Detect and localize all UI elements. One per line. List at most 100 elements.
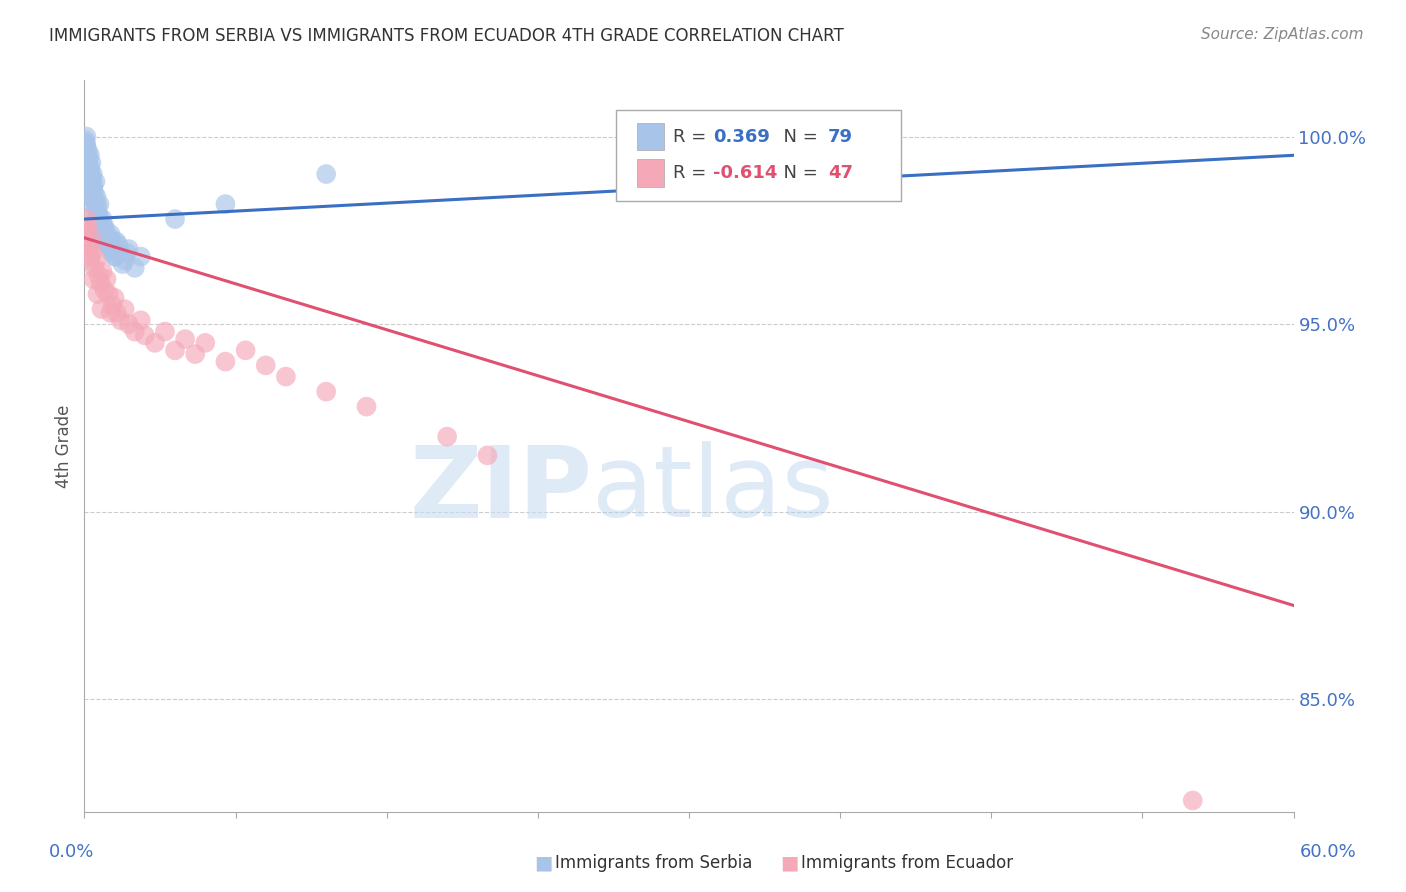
Point <box>96 238 118 252</box>
Point <box>82 245 104 260</box>
Text: ■: ■ <box>534 853 553 872</box>
Point <box>75 129 97 144</box>
Y-axis label: 4th Grade: 4th Grade <box>55 404 73 488</box>
Point <box>76 156 98 170</box>
Point <box>93 219 115 234</box>
Point <box>86 189 108 203</box>
Bar <box>637 160 664 187</box>
Point <box>165 212 187 227</box>
Text: R =: R = <box>673 128 713 145</box>
Point <box>124 260 146 275</box>
Point <box>91 231 114 245</box>
Point <box>77 167 100 181</box>
Point <box>77 145 100 159</box>
Point <box>77 238 100 252</box>
Point <box>103 235 125 249</box>
Point <box>76 163 98 178</box>
Point <box>82 197 104 211</box>
Point <box>174 332 197 346</box>
Point <box>105 306 128 320</box>
Point <box>214 354 236 368</box>
Point <box>87 268 110 283</box>
Point <box>194 335 217 350</box>
Point <box>80 189 103 203</box>
Point <box>87 208 110 222</box>
Point <box>118 242 141 256</box>
Point <box>75 145 97 159</box>
Point <box>129 313 152 327</box>
Point <box>91 219 114 234</box>
Point <box>115 245 138 260</box>
Point <box>86 201 108 215</box>
Point <box>107 238 129 252</box>
Point <box>124 325 146 339</box>
Point <box>80 175 103 189</box>
Point <box>79 178 101 193</box>
Text: 0.0%: 0.0% <box>49 843 94 861</box>
Point <box>90 223 112 237</box>
Point <box>82 186 104 200</box>
Point <box>165 343 187 358</box>
Point <box>77 160 100 174</box>
Point <box>1181 793 1204 807</box>
Point <box>93 235 115 249</box>
Point <box>87 219 110 234</box>
Point <box>83 194 105 208</box>
Point <box>77 152 100 166</box>
Point <box>82 182 104 196</box>
Point <box>84 212 107 227</box>
Text: 60.0%: 60.0% <box>1301 843 1357 861</box>
Point <box>93 227 115 241</box>
Point <box>101 298 124 312</box>
Point <box>93 283 115 297</box>
Point <box>104 291 127 305</box>
Point <box>75 133 97 147</box>
Point <box>79 148 101 162</box>
Text: R =: R = <box>673 164 713 182</box>
Point <box>80 156 103 170</box>
Point <box>82 182 104 196</box>
Point <box>214 197 236 211</box>
Point <box>82 272 104 286</box>
Point <box>76 148 98 162</box>
Point <box>79 253 101 268</box>
Point <box>104 250 127 264</box>
Point <box>80 170 103 185</box>
Point <box>254 359 277 373</box>
Point <box>82 178 104 193</box>
Text: 0.369: 0.369 <box>713 128 770 145</box>
Point <box>96 272 118 286</box>
Point <box>100 227 122 241</box>
Point <box>75 136 97 151</box>
Point <box>91 212 114 227</box>
Point <box>97 238 120 252</box>
Point <box>101 242 124 256</box>
Point <box>114 302 136 317</box>
Point <box>274 369 297 384</box>
Text: N =: N = <box>772 128 824 145</box>
Text: IMMIGRANTS FROM SERBIA VS IMMIGRANTS FROM ECUADOR 4TH GRADE CORRELATION CHART: IMMIGRANTS FROM SERBIA VS IMMIGRANTS FRO… <box>49 27 844 45</box>
Point <box>114 253 136 268</box>
Point <box>315 384 337 399</box>
Text: ZIP: ZIP <box>409 442 592 539</box>
Point <box>75 223 97 237</box>
Point <box>134 328 156 343</box>
FancyBboxPatch shape <box>616 110 901 201</box>
Point <box>98 231 121 245</box>
Point <box>129 250 152 264</box>
Point <box>104 250 127 264</box>
Point <box>75 212 97 227</box>
Point <box>83 260 105 275</box>
Point <box>82 167 104 181</box>
Text: -0.614: -0.614 <box>713 164 778 182</box>
Point <box>80 231 103 245</box>
Bar <box>637 123 664 151</box>
Point <box>90 302 112 317</box>
Point <box>91 264 114 278</box>
Point <box>75 136 97 151</box>
Point <box>77 175 100 189</box>
Point <box>90 216 112 230</box>
Point <box>80 170 103 185</box>
Point <box>100 245 122 260</box>
Point <box>110 245 132 260</box>
